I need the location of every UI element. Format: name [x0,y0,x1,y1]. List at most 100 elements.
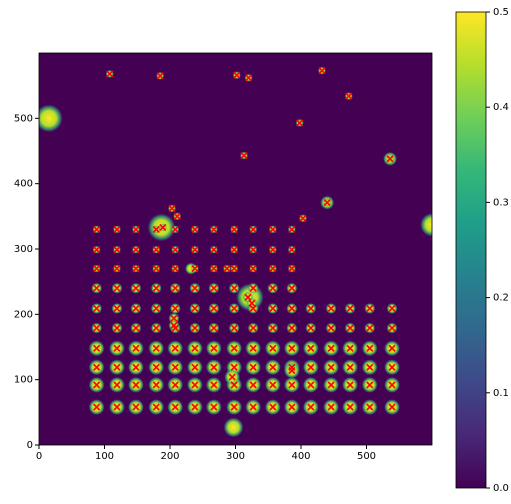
marker [288,381,296,389]
marker [210,324,218,332]
marker [327,304,335,313]
x-tick-label: 400 [291,451,310,462]
marker [244,293,252,301]
marker [288,284,296,292]
bright-source [420,212,432,237]
marker [346,403,354,411]
marker [249,403,257,411]
marker [249,265,257,273]
marker [288,366,296,375]
marker [249,363,257,371]
marker [223,265,231,273]
marker [93,225,101,233]
marker [191,225,199,233]
marker [132,324,140,332]
colorbar-tick-label: 0.3 [493,197,509,208]
marker [386,155,394,163]
marker [171,363,179,371]
colorbar-tick-label: 0.1 [493,388,509,399]
marker [171,265,179,273]
bright-source [39,104,63,133]
marker [170,314,178,322]
marker [230,363,238,371]
bright-source [223,417,244,438]
marker [152,304,160,313]
marker [113,265,121,273]
marker [191,344,199,352]
marker [346,304,354,313]
marker [210,225,218,233]
y-tick-label: 0 [27,440,33,451]
marker [93,246,101,254]
marker [152,284,160,292]
marker [210,304,218,313]
marker [323,199,331,207]
marker [132,363,140,371]
marker [132,246,140,254]
marker [388,363,396,371]
y-tick-label: 200 [14,309,33,320]
marker [156,72,164,80]
marker [106,70,114,78]
marker [230,284,238,292]
colorbar-tick-label: 0.0 [493,483,509,494]
marker [152,363,160,371]
marker [307,363,315,371]
marker [269,304,277,313]
marker [191,324,199,332]
marker [210,363,218,371]
marker [327,363,335,371]
marker [230,403,238,411]
marker [366,381,374,389]
marker [288,246,296,254]
marker [288,403,296,411]
marker [173,212,181,220]
marker [288,225,296,233]
marker [366,304,374,313]
marker [346,324,354,332]
marker [171,403,179,411]
x-tick-label: 300 [226,451,245,462]
marker [240,152,248,160]
marker [191,246,199,254]
marker [269,284,277,292]
marker [288,304,296,313]
marker [327,324,335,332]
marker [269,246,277,254]
marker [366,403,374,411]
marker [327,344,335,352]
marker [230,265,238,273]
marker [113,363,121,371]
marker [113,381,121,389]
marker [366,363,374,371]
marker [152,225,160,233]
marker [388,304,396,313]
marker [230,246,238,254]
marker [210,381,218,389]
marker [113,344,121,352]
x-tick-label: 100 [95,451,114,462]
marker [245,74,253,82]
marker [191,284,199,292]
marker [93,284,101,292]
marker [269,363,277,371]
marker [249,344,257,352]
marker [171,284,179,292]
marker [132,403,140,411]
y-tick-label: 500 [14,113,33,124]
marker [230,324,238,332]
marker [210,265,218,273]
marker [327,381,335,389]
marker [152,381,160,389]
marker [346,344,354,352]
marker [132,284,140,292]
marker [170,321,178,330]
marker [191,381,199,389]
marker [132,265,140,273]
marker [388,344,396,352]
marker [249,284,257,292]
marker [93,324,101,332]
colorbar [455,11,487,489]
marker [168,204,176,213]
